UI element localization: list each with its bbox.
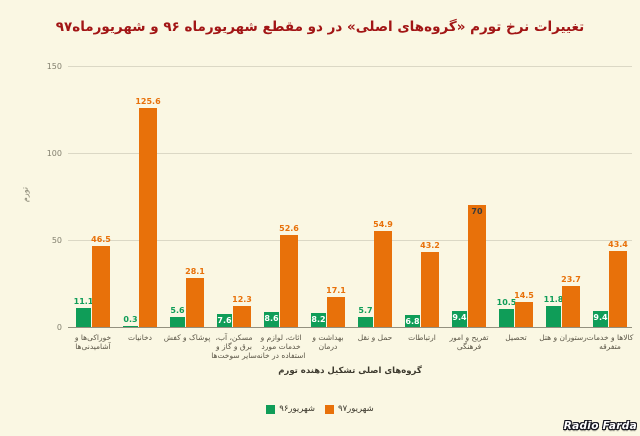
x-axis-category-label: دخانیات <box>128 333 152 342</box>
bar-value-label: 54.9 <box>373 220 393 229</box>
bar-value-label: 8.6 <box>264 314 279 323</box>
x-axis-category-label: پوشاک و کفش <box>163 333 211 342</box>
bar-value-label: 7.6 <box>217 316 232 325</box>
bar-shahrivar97 <box>233 306 251 327</box>
bar-value-label: 14.5 <box>514 291 534 300</box>
legend-label-shahrivar96: شهریور۹۶ <box>279 404 315 414</box>
bar-shahrivar96 <box>217 314 232 327</box>
bar-value-label: 9.4 <box>593 313 608 322</box>
chart-title: تغییرات نرخ تورم «گروه‌های اصلی» در دو م… <box>55 19 585 35</box>
bar-shahrivar97 <box>186 278 204 327</box>
bar-value-label: 5.6 <box>170 306 185 315</box>
x-axis-line <box>68 327 632 328</box>
x-axis-category-label: رستوران و هتل <box>539 333 587 342</box>
bar-value-label: 10.5 <box>496 298 517 307</box>
bar-value-label: 46.5 <box>91 235 111 244</box>
y-tick-label: 100 <box>46 149 62 158</box>
bar-value-label: 52.6 <box>279 224 299 233</box>
bar-value-label: 9.4 <box>452 313 467 322</box>
x-axis-category-label: کالاها و خدمات متفرقه <box>586 333 634 351</box>
bar-shahrivar96 <box>311 313 326 327</box>
bar-shahrivar97 <box>609 251 627 327</box>
bar-shahrivar96 <box>76 308 91 327</box>
x-axis-category-label: تفریح و امور فرهنگی <box>449 333 489 351</box>
bar-shahrivar96 <box>452 311 467 327</box>
bar-shahrivar96 <box>593 311 608 327</box>
bar-shahrivar97 <box>139 108 157 327</box>
bar-shahrivar97 <box>562 286 580 327</box>
y-tick-label: 150 <box>46 62 62 71</box>
y-axis-title: تورم <box>20 186 30 203</box>
x-axis-category-label: اثاث، لوازم و خدمات مورد استفاده در خانه <box>256 333 306 360</box>
x-axis-category-label: ارتباطات <box>408 333 436 342</box>
bar-value-label: 12.3 <box>232 295 252 304</box>
bar-value-label: 70 <box>471 207 483 216</box>
bar-shahrivar97 <box>327 297 345 327</box>
bar-value-label: 11.1 <box>73 297 94 306</box>
legend-swatch-orange <box>325 404 334 414</box>
gridline <box>68 240 632 241</box>
bar-value-label: 43.2 <box>420 241 440 250</box>
legend-swatch-green <box>266 404 276 414</box>
bar-shahrivar96 <box>499 309 514 327</box>
x-axis-category-label: مسکن، آب، برق و گاز و سایر سوخت‌ها <box>211 333 257 360</box>
bar-value-label: 8.2 <box>311 315 326 324</box>
bar-shahrivar97 <box>280 235 298 327</box>
legend: شهریور۹۶ شهریور۹۷ <box>0 404 640 414</box>
bar-value-label: 17.1 <box>326 286 346 295</box>
bar-shahrivar96 <box>546 306 561 327</box>
y-tick-label: 0 <box>56 323 62 332</box>
y-tick-label: 50 <box>51 236 62 245</box>
x-axis-category-label: تحصیل <box>505 333 527 342</box>
x-axis-category-label: بهداشت و درمان <box>312 333 344 351</box>
bar-shahrivar97 <box>92 246 110 327</box>
radio-farda-watermark: Radio Farda <box>563 420 637 432</box>
legend-label-shahrivar97: شهریور۹۷ <box>338 404 374 414</box>
legend-item-shahrivar96: شهریور۹۶ <box>266 404 315 414</box>
bar-shahrivar96 <box>405 315 420 327</box>
x-axis-category-label: خوراکی‌ها و آشامیدنی‌ها <box>74 333 112 351</box>
bar-shahrivar96 <box>170 317 185 327</box>
bar-value-label: 0.3 <box>123 315 138 324</box>
bar-shahrivar97 <box>515 302 533 327</box>
x-axis-category-label: حمل و نقل <box>357 333 393 342</box>
bar-value-label: 23.7 <box>561 275 581 284</box>
bar-value-label: 6.8 <box>405 317 420 326</box>
bar-value-label: 43.4 <box>608 240 628 249</box>
legend-item-shahrivar97: شهریور۹۷ <box>325 404 374 414</box>
bar-value-label: 125.6 <box>135 97 161 106</box>
bar-shahrivar97 <box>468 205 486 327</box>
bar-value-label: 28.1 <box>185 267 205 276</box>
gridline <box>68 66 632 67</box>
bar-value-label: 11.8 <box>543 295 564 304</box>
bar-shahrivar96 <box>264 312 279 327</box>
bar-value-label: 5.7 <box>358 306 373 315</box>
x-axis-title: گروه‌های اصلی تشکیل دهنده تورم <box>278 366 422 376</box>
bar-shahrivar96 <box>123 326 138 327</box>
bar-shahrivar96 <box>358 317 373 327</box>
bar-shahrivar97 <box>421 252 439 327</box>
gridline <box>68 153 632 154</box>
bar-shahrivar97 <box>374 231 392 327</box>
